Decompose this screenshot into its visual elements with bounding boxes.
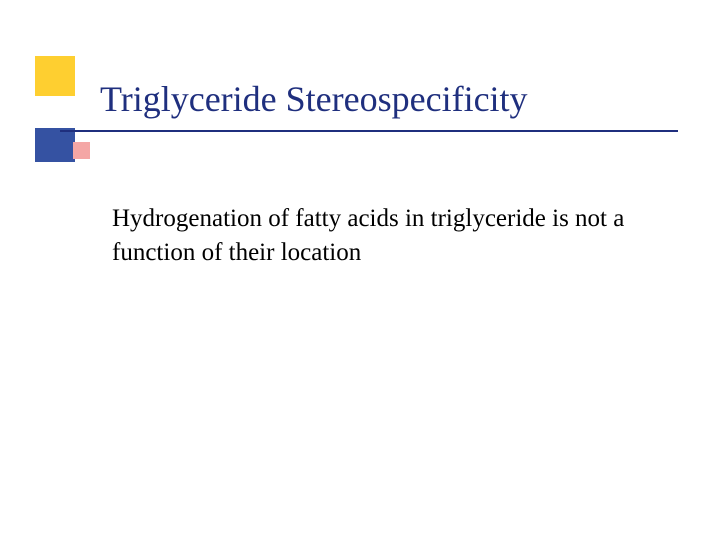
decoration-pink-square bbox=[73, 142, 90, 159]
title-underline bbox=[60, 130, 678, 132]
decoration-yellow-square bbox=[35, 56, 75, 96]
decoration-blue-block bbox=[35, 128, 75, 162]
slide-title: Triglyceride Stereospecificity bbox=[100, 78, 528, 120]
title-decoration bbox=[35, 56, 91, 160]
slide-body-text: Hydrogenation of fatty acids in triglyce… bbox=[112, 202, 642, 270]
